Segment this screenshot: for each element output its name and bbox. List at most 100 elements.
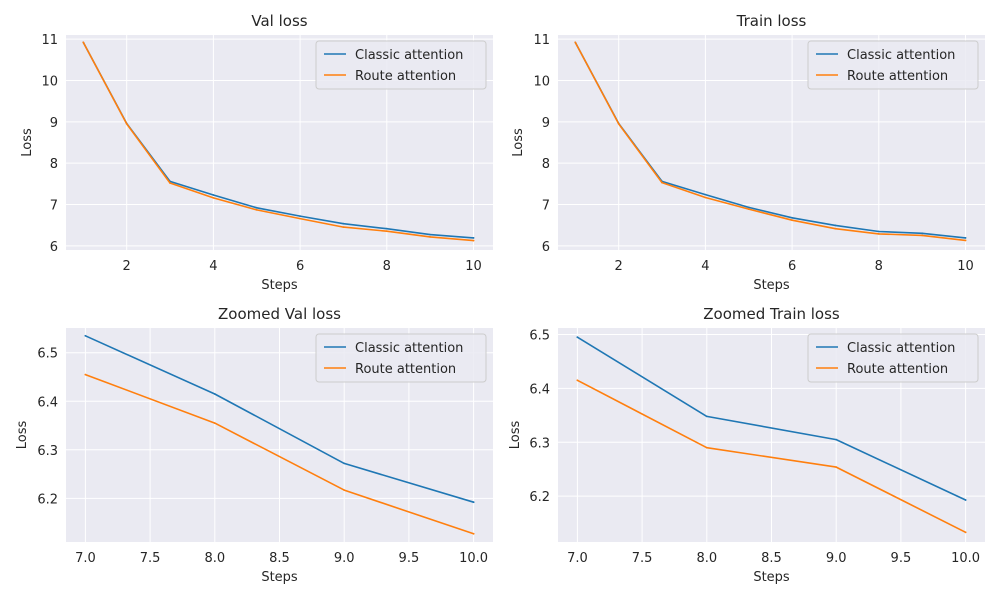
x-tick-label: 7.0 xyxy=(567,551,588,566)
x-axis-label: Steps xyxy=(753,278,790,293)
series-line-route xyxy=(82,41,475,242)
y-tick-label: 8 xyxy=(542,157,550,172)
data-point xyxy=(212,194,215,196)
legend xyxy=(315,40,487,90)
x-tick-label: 10 xyxy=(465,259,482,274)
data-point xyxy=(576,336,579,339)
data-point xyxy=(84,373,87,376)
data-point xyxy=(705,415,708,418)
x-tick-label: 10.0 xyxy=(951,551,980,566)
legend-label: Classic attention xyxy=(355,48,463,63)
y-tick-label: 9 xyxy=(542,116,550,131)
y-tick-label: 6.5 xyxy=(37,347,58,362)
x-tick-label: 8.5 xyxy=(761,551,782,566)
x-tick-label: 4 xyxy=(209,259,217,274)
x-axis-label: Steps xyxy=(261,570,298,585)
legend-label: Route attention xyxy=(847,69,948,84)
y-tick-label: 6.3 xyxy=(529,436,550,451)
x-tick-label: 10.0 xyxy=(459,551,488,566)
legend-label: Classic attention xyxy=(847,341,955,356)
x-tick-label: 8.0 xyxy=(204,551,225,566)
data-point xyxy=(429,236,431,238)
data-point xyxy=(82,41,85,44)
y-tick-label: 8 xyxy=(50,157,58,172)
legend xyxy=(807,333,979,383)
data-point xyxy=(617,123,620,125)
data-point xyxy=(429,233,431,236)
data-point xyxy=(255,209,258,211)
x-tick-label: 7.5 xyxy=(632,551,653,566)
y-tick-label: 10 xyxy=(533,74,550,89)
data-point xyxy=(964,239,967,242)
y-tick-label: 6.4 xyxy=(529,382,550,397)
chart-panel-1: 2 4 6 8 10 6 7 8 9 10 11 Val loss Steps Loss Classic a… xyxy=(20,12,493,293)
x-tick-label: 6 xyxy=(788,259,796,274)
x-tick-label: 9.0 xyxy=(334,551,355,566)
y-tick-label: 6.2 xyxy=(529,490,550,505)
data-point xyxy=(921,234,923,237)
x-axis-label: Steps xyxy=(261,278,298,293)
x-tick-label: 8.0 xyxy=(696,551,717,566)
data-point xyxy=(472,501,475,504)
data-point xyxy=(877,230,880,233)
x-tick-label: 7.5 xyxy=(140,551,161,566)
series-line-classic xyxy=(84,334,475,504)
y-axis-label: Loss xyxy=(508,421,523,450)
data-point xyxy=(877,233,880,235)
x-tick-label: 8 xyxy=(383,259,391,274)
data-point xyxy=(343,489,346,491)
data-point xyxy=(921,232,923,235)
data-point xyxy=(747,206,750,209)
x-tick-label: 9.5 xyxy=(891,551,912,566)
y-tick-label: 9 xyxy=(50,116,58,131)
x-tick-label: 8.5 xyxy=(269,551,290,566)
chart-panel-2: 2 4 6 8 10 6 7 8 9 10 11 Train loss Steps Loss Classic… xyxy=(511,12,985,293)
data-point xyxy=(125,123,128,125)
data-point xyxy=(835,466,838,468)
data-point xyxy=(84,334,87,337)
x-tick-label: 8 xyxy=(875,259,883,274)
y-tick-label: 6.2 xyxy=(37,492,58,507)
y-tick-label: 11 xyxy=(41,33,58,48)
x-tick-label: 6 xyxy=(296,259,304,274)
legend-label: Route attention xyxy=(355,362,456,377)
data-point xyxy=(835,438,838,441)
y-axis-label: Loss xyxy=(20,128,35,157)
y-tick-label: 6 xyxy=(50,240,58,255)
x-tick-label: 9.0 xyxy=(826,551,847,566)
data-point xyxy=(212,197,215,199)
y-tick-label: 6.3 xyxy=(37,444,58,459)
y-tick-label: 11 xyxy=(533,33,550,48)
data-point xyxy=(834,227,837,230)
x-tick-label: 2 xyxy=(123,259,131,274)
x-axis-label: Steps xyxy=(753,570,790,585)
series-line-route xyxy=(84,373,475,535)
x-tick-label: 2 xyxy=(615,259,623,274)
data-point xyxy=(472,532,475,535)
legend xyxy=(315,333,487,383)
y-tick-label: 10 xyxy=(41,74,58,89)
data-point xyxy=(964,237,967,239)
data-point xyxy=(299,215,301,218)
y-axis-label: Loss xyxy=(511,128,526,157)
data-point xyxy=(704,193,707,196)
data-point xyxy=(385,230,388,233)
data-point xyxy=(213,422,216,424)
chart-title: Zoomed Train loss xyxy=(703,305,840,323)
y-axis-label: Loss xyxy=(15,421,30,450)
y-tick-label: 7 xyxy=(542,199,550,214)
data-point xyxy=(255,206,258,209)
data-point xyxy=(342,226,345,229)
chart-title: Zoomed Val loss xyxy=(218,305,341,323)
x-tick-label: 4 xyxy=(701,259,709,274)
data-point xyxy=(747,208,750,211)
y-tick-label: 6.5 xyxy=(529,328,550,343)
legend-label: Route attention xyxy=(355,69,456,84)
data-point xyxy=(791,216,793,219)
x-tick-label: 9.5 xyxy=(399,551,420,566)
data-point xyxy=(834,224,837,227)
data-point xyxy=(964,531,967,534)
series-line-classic xyxy=(576,336,967,501)
data-point xyxy=(964,499,967,501)
